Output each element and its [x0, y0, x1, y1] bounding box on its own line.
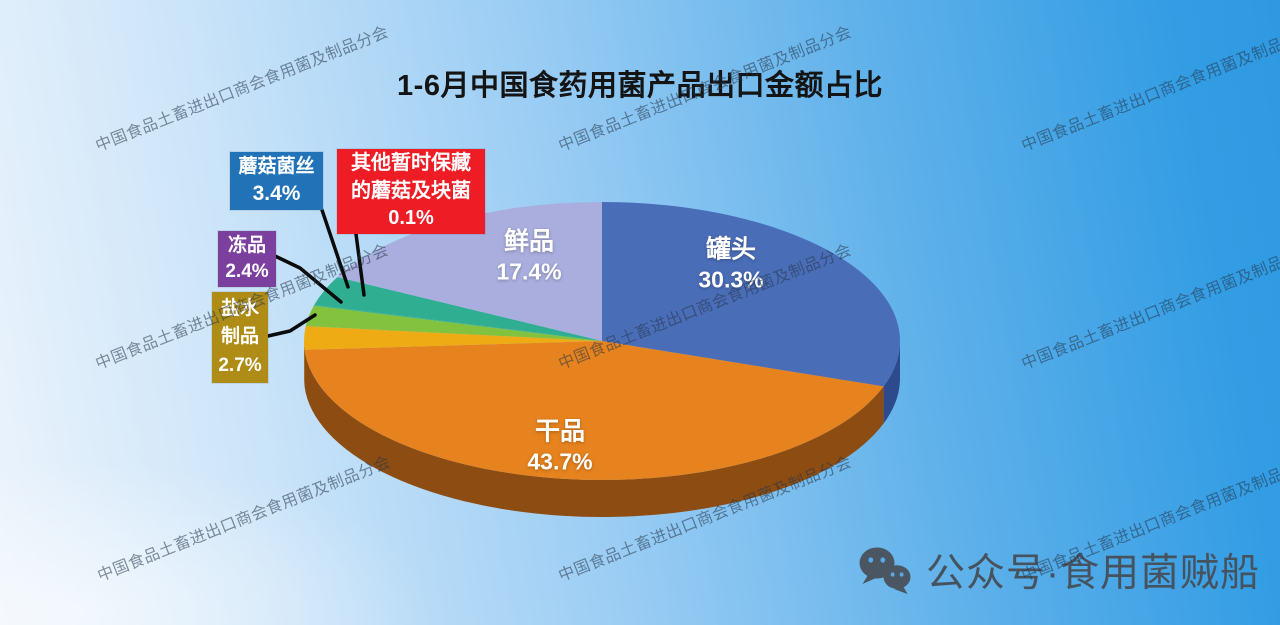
pie-slice-0	[602, 202, 900, 387]
callout-other-preserved-value: 0.1%	[388, 207, 434, 230]
callout-other-preserved: 其他暂时保藏 的蘑菇及块菌 0.1%	[337, 149, 485, 234]
wechat-footer: 公众号·食用菌贼船	[856, 542, 1260, 598]
callout-other-preserved-label-2: 的蘑菇及块菌	[351, 179, 471, 202]
pie-label-fresh-value: 17.4%	[496, 258, 562, 285]
pie-label-canned-value: 30.3%	[698, 266, 764, 293]
pie-label-dried: 干品 43.7%	[527, 417, 592, 476]
pie-slice-5	[314, 277, 602, 341]
pie-label-fresh-name: 鲜品	[503, 227, 554, 256]
callout-leader-line-0	[320, 208, 350, 289]
pie-label-dried-name: 干品	[534, 417, 585, 446]
pie-slice-4	[313, 304, 602, 341]
pie-label-canned: 罐头 30.3%	[698, 235, 763, 294]
callout-frozen: 冻品 2.4%	[218, 231, 276, 287]
pie-side-1	[304, 349, 884, 517]
pie-slice-2	[304, 326, 602, 350]
pie-side-2	[304, 341, 305, 387]
pie-label-fresh: 鲜品 17.4%	[496, 227, 561, 286]
callout-other-preserved-label-1: 其他暂时保藏	[351, 152, 471, 175]
pie-slice-3	[305, 305, 602, 341]
callout-mushroom-mycelium: 蘑菇菌丝 3.4%	[230, 152, 323, 210]
callout-frozen-label: 冻品	[227, 235, 266, 257]
pie-label-canned-name: 罐头	[705, 235, 756, 264]
pie-slice-1	[304, 341, 884, 481]
callout-mushroom-mycelium-label: 蘑菇菌丝	[238, 156, 315, 177]
pie-side-0	[883, 341, 900, 424]
wechat-icon	[859, 547, 911, 594]
page-title: 1-6月中国食药用菌产品出口金额占比	[397, 70, 883, 102]
callout-leader-line-1	[354, 232, 366, 297]
callout-frozen-value: 2.4%	[225, 261, 269, 282]
callout-brine-label-1: 盐水	[220, 297, 259, 319]
pie-label-dried-value: 43.7%	[527, 448, 593, 475]
callout-mushroom-mycelium-value: 3.4%	[252, 181, 301, 205]
callout-leader-line-2	[273, 254, 343, 304]
callout-brine-label-2: 制品	[220, 326, 259, 348]
pie-slice-6	[337, 202, 602, 341]
callout-leader-line-3	[266, 313, 317, 338]
wechat-account-label: 公众号·食用菌贼船	[926, 552, 1260, 595]
callout-brine: 盐水 制品 2.7%	[212, 292, 268, 383]
callout-brine-value: 2.7%	[218, 354, 262, 376]
